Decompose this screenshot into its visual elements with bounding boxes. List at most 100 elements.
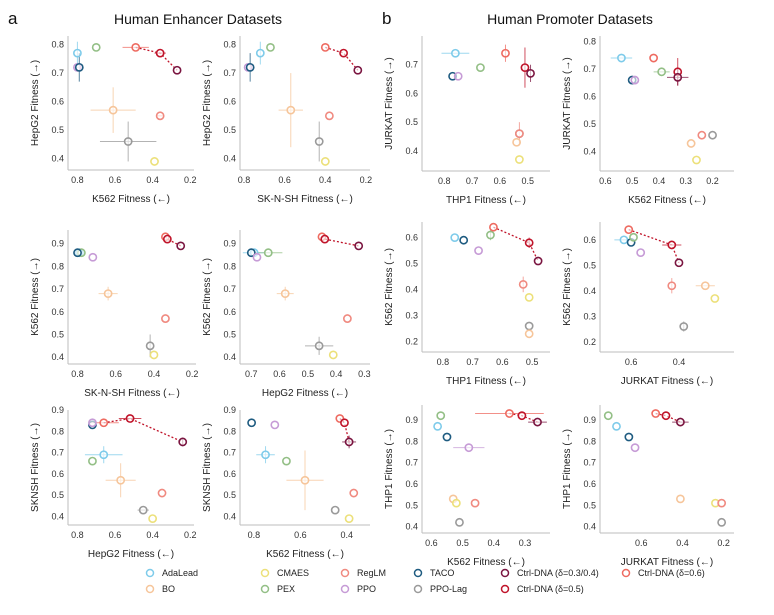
- point-ctrl-dna-0-6: [131, 43, 141, 52]
- point-adalead: [619, 235, 629, 245]
- y-axis-label: THP1 Fitness (→): [384, 429, 395, 509]
- x-tick-label: 0.6: [496, 357, 509, 367]
- x-tick-label: 0.3: [680, 176, 693, 186]
- point-ppo-lag: [314, 137, 324, 146]
- point-ppo: [88, 418, 97, 428]
- point-ctrl-dna-0-6: [320, 43, 330, 52]
- y-tick-label: 0.9: [223, 405, 236, 415]
- point-ctrl-dna-0-3-0-4: [176, 241, 186, 251]
- point-taco: [442, 432, 452, 442]
- y-tick-label: 0.8: [583, 37, 596, 47]
- y-tick-label: 0.7: [583, 64, 596, 74]
- y-tick-label: 0.4: [51, 154, 64, 164]
- subplot-e2: 0.8 0.6 0.4 0.2 0.4 0.5 0.6 0.7 0.8 SK-N-SH Fitne…: [202, 36, 372, 205]
- x-tick-label: 0.2: [717, 538, 730, 548]
- point-bo: [524, 329, 534, 339]
- legend-item-ppo: PPO: [340, 584, 376, 594]
- point-bo: [108, 105, 118, 115]
- y-tick-label: 0.8: [51, 426, 64, 436]
- subplot-e5: 0.8 0.6 0.4 0.2 0.4 0.5 0.6 0.7 0.8 0.9 HepG2 Fitn…: [30, 405, 196, 560]
- x-tick-label: 0.4: [341, 530, 354, 540]
- x-axis-label: THP1 Fitness (←): [446, 195, 526, 206]
- y-tick-label: 0.5: [223, 125, 236, 135]
- y-tick-label: 0.4: [405, 522, 418, 532]
- point-cmaes: [692, 155, 701, 165]
- point-ppo: [88, 252, 98, 262]
- pareto-front-line: [493, 226, 539, 262]
- point-pex: [657, 67, 667, 77]
- y-tick-label: 0.8: [223, 261, 236, 271]
- point-ctrl-dna-0-3-0-4: [533, 256, 543, 266]
- y-axis-label: HepG2 Fitness (→): [202, 60, 213, 146]
- x-tick-label: 0.2: [360, 175, 373, 185]
- point-cmaes: [320, 157, 330, 166]
- point-ctrl-dna-0-5: [517, 411, 527, 421]
- subplot-e1: 0.8 0.6 0.4 0.2 0.4 0.5 0.6 0.7 0.8 K562 Fitness …: [30, 36, 196, 205]
- subplot-p3: 0.8 0.7 0.6 0.5 0.2 0.3 0.4 0.5 0.6 THP1 Fitness …: [384, 222, 550, 387]
- y-axis-label: JURKAT Fitness (→): [384, 57, 395, 149]
- x-tick-label: 0.5: [626, 176, 639, 186]
- point-ppo-lag: [330, 505, 340, 515]
- x-tick-label: 0.4: [146, 530, 159, 540]
- y-tick-label: 0.8: [583, 436, 596, 446]
- y-tick-label: 0.5: [405, 259, 418, 269]
- y-tick-label: 0.8: [51, 261, 64, 271]
- y-tick-label: 0.6: [51, 307, 64, 317]
- y-tick-label: 0.8: [223, 40, 236, 50]
- point-ctrl-dna-0-3-0-4: [172, 65, 182, 75]
- y-tick-label: 0.9: [51, 239, 64, 249]
- point-pex: [91, 43, 101, 52]
- point-adalead: [450, 48, 460, 58]
- y-tick-label: 0.6: [405, 479, 418, 489]
- x-tick-label: 0.6: [110, 369, 123, 379]
- y-tick-label: 0.4: [405, 285, 418, 295]
- x-tick-label: 0.6: [109, 530, 122, 540]
- point-pex: [629, 232, 638, 242]
- point-bo: [300, 475, 310, 485]
- point-reglm: [697, 130, 707, 140]
- point-ctrl-dna-0-5: [339, 48, 348, 58]
- point-ppo-lag: [123, 137, 133, 146]
- point-cmaes: [328, 350, 338, 360]
- point-ctrl-dna-0-6: [99, 418, 109, 428]
- y-tick-label: 0.6: [405, 88, 418, 98]
- y-axis-label: K562 Fitness (→): [384, 248, 395, 326]
- legend-item-adalead: AdaLead: [145, 568, 198, 578]
- y-tick-label: 0.7: [223, 448, 236, 458]
- point-taco: [247, 418, 257, 428]
- legend: AdaLead BO CMAES PEX RegLM PPO TACO PPO-Lag Ctrl…: [145, 568, 705, 594]
- point-reglm: [518, 279, 528, 289]
- panel-a-letter: a: [8, 9, 18, 28]
- y-tick-label: 0.5: [223, 490, 236, 500]
- point-ctrl-dna-0-3-0-4: [533, 417, 542, 427]
- legend-marker: [145, 568, 155, 578]
- y-tick-label: 0.6: [223, 97, 236, 107]
- point-bo: [512, 137, 522, 147]
- x-axis-label: HepG2 Fitness (←): [262, 388, 348, 399]
- subplot-e4: 0.7 0.6 0.5 0.4 0.3 0.4 0.5 0.6 0.7 0.8 0.9 HepG2 F…: [202, 230, 371, 399]
- point-ctrl-dna-0-3-0-4: [674, 258, 684, 268]
- y-tick-label: 0.7: [51, 448, 64, 458]
- legend-label: RegLM: [357, 568, 386, 578]
- point-reglm: [155, 111, 165, 121]
- x-tick-label: 0.6: [278, 175, 291, 185]
- point-cmaes: [710, 294, 720, 303]
- y-tick-label: 0.4: [583, 147, 596, 157]
- point-pex: [603, 411, 613, 421]
- x-tick-label: 0.8: [437, 357, 450, 367]
- x-tick-label: 0.5: [302, 369, 315, 379]
- x-tick-label: 0.8: [248, 530, 261, 540]
- y-tick-label: 0.9: [51, 405, 64, 415]
- point-reglm: [667, 281, 677, 291]
- legend-marker: [500, 568, 510, 578]
- point-ctrl-dna-0-5: [340, 418, 349, 428]
- y-tick-label: 0.2: [583, 337, 596, 347]
- legend-label: PPO-Lag: [430, 584, 467, 594]
- point-adalead: [255, 48, 265, 58]
- y-tick-label: 0.5: [583, 500, 596, 510]
- point-ppo-lag: [314, 341, 324, 351]
- legend-label: Ctrl-DNA (δ=0.6): [638, 568, 705, 578]
- x-tick-label: 0.6: [625, 357, 638, 367]
- y-tick-label: 0.5: [583, 119, 596, 129]
- point-ctrl-dna-0-5: [320, 234, 330, 244]
